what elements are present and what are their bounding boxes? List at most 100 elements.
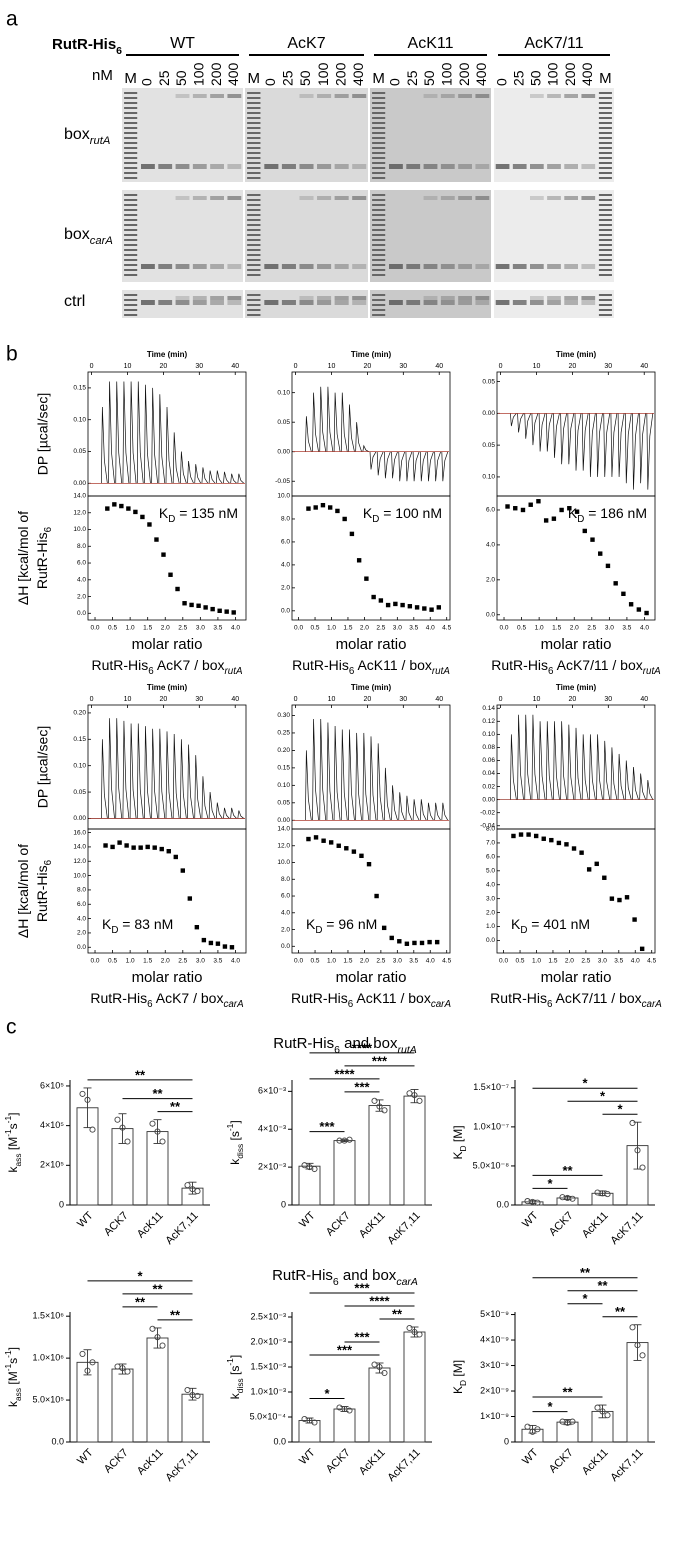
significance-label: ** (170, 1099, 181, 1114)
caption-part: rutA (643, 666, 661, 677)
free-band (530, 300, 544, 305)
ladder-band (372, 199, 386, 201)
ladder-band (124, 107, 138, 109)
replicate-point (534, 1199, 541, 1206)
injection-peak (384, 451, 391, 479)
ladder-band (372, 204, 386, 206)
free-band (334, 300, 349, 305)
replicate-point (639, 1164, 646, 1171)
caption: RutR-His6 AcK7/11 / boxrutA (491, 657, 661, 677)
data-point (639, 946, 645, 952)
x-tick-label: 2.0 (570, 625, 579, 632)
ladder-band (124, 162, 138, 164)
free-band (389, 300, 403, 305)
free-band (458, 264, 472, 269)
y-tick-label: -0.05 (275, 478, 290, 485)
data-point (389, 935, 394, 941)
group-label: AcK11 (408, 35, 454, 52)
free-band (352, 164, 367, 169)
kd-label-part: = 401 nM (527, 916, 590, 932)
significance-label: *** (354, 1280, 370, 1295)
ladder-band (372, 259, 386, 261)
caption-part: AcK7 / box (153, 990, 224, 1006)
x-tick-label: 2.5 (581, 958, 590, 965)
injection-peak (158, 394, 166, 484)
y-tick-label: 2.0×10⁻³ (250, 1336, 286, 1346)
replicate-point (634, 1147, 641, 1154)
shifted-band (564, 94, 578, 98)
injection-peak (646, 413, 654, 490)
data-point (429, 607, 434, 612)
time-tick-label: 10 (124, 696, 132, 703)
y-axis-title-part: s (6, 1123, 20, 1129)
data-point (366, 861, 372, 867)
y-axis-title-part: 6 (43, 526, 54, 532)
free-band (423, 300, 438, 305)
ladder-band (124, 172, 138, 174)
shifted-band (564, 196, 578, 200)
free-band (317, 164, 332, 169)
y-tick-label: 3×10⁻⁹ (480, 1360, 509, 1370)
shifted-band (564, 296, 578, 300)
injection-peak (187, 744, 194, 819)
ladder-band (598, 162, 612, 164)
injection-peak (348, 729, 355, 821)
shifted-band (475, 296, 490, 300)
y-tick-label: 6.0 (77, 560, 86, 567)
y-tick-label: 4×10⁻⁹ (480, 1334, 509, 1344)
x-tick-label: AcK7,11 (385, 1210, 422, 1247)
ladder-band (598, 274, 612, 276)
data-point (215, 941, 221, 946)
injection-peak (419, 451, 427, 482)
y-axis-title: KD [M] (451, 1360, 468, 1394)
y-tick-label: 0.0 (486, 937, 495, 944)
y-tick-label: 1×10⁻⁹ (480, 1411, 509, 1421)
replicate-point (119, 1365, 126, 1372)
x-tick-label: 1.5 (143, 625, 152, 632)
injection-peak (376, 451, 384, 476)
y-axis-title-part: ] (6, 1113, 20, 1116)
free-band (210, 164, 224, 169)
ladder-band (598, 137, 612, 139)
injection-peak (340, 729, 348, 821)
data-point (605, 563, 611, 569)
data-point (344, 846, 349, 851)
lane-label: M (248, 70, 261, 87)
lane-label: 200 (332, 62, 348, 86)
caption-part: carA (642, 999, 663, 1010)
injection-peak (129, 381, 137, 484)
data-point (609, 896, 615, 901)
time-axis-title: Time (min) (556, 350, 597, 359)
data-point (336, 843, 341, 848)
y-tick-label: 0.15 (73, 385, 86, 392)
replicate-point (381, 1107, 388, 1114)
injection-peak (305, 416, 312, 452)
ladder-band (124, 229, 138, 231)
replicate-point (154, 1128, 161, 1135)
y-tick-label: 0.0 (77, 610, 86, 617)
caption-part: rutA (225, 666, 243, 677)
y-tick-label: 2.0 (486, 577, 495, 584)
ladder-band (124, 92, 138, 94)
ladder-band (247, 199, 261, 201)
data-point (427, 939, 432, 945)
panel-label: a (6, 8, 18, 31)
kd-label-part: D (372, 514, 379, 525)
data-point (397, 939, 402, 944)
shifted-band (334, 94, 349, 98)
plot-frame (87, 828, 247, 954)
caption-part: 6 (547, 999, 553, 1010)
bar (298, 1165, 321, 1206)
ladder-band (247, 259, 261, 261)
protein-label-part: RutR-His (52, 36, 116, 53)
data-point (168, 572, 173, 577)
caption: RutR-His6 AcK7 / boxcarA (90, 990, 244, 1010)
x-tick-label: 1.0 (327, 625, 336, 632)
y-tick-label: 5.0×10⁻⁸ (473, 1160, 510, 1170)
ladder-band (247, 172, 261, 174)
ladder-band (124, 122, 138, 124)
ladder-band (124, 194, 138, 196)
shifted-band (547, 196, 561, 200)
replicate-point (306, 1164, 313, 1171)
